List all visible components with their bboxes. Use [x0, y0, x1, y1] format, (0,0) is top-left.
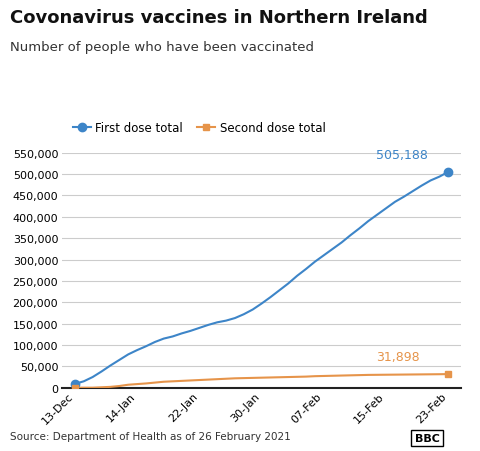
Legend: First dose total, Second dose total: First dose total, Second dose total [68, 117, 330, 139]
Text: 31,898: 31,898 [376, 350, 420, 364]
Text: Source: Department of Health as of 26 February 2021: Source: Department of Health as of 26 Fe… [10, 431, 290, 441]
Text: BBC: BBC [415, 433, 440, 443]
Text: 505,188: 505,188 [376, 149, 428, 161]
Text: Number of people who have been vaccinated: Number of people who have been vaccinate… [10, 41, 313, 54]
Text: Covonavirus vaccines in Northern Ireland: Covonavirus vaccines in Northern Ireland [10, 9, 427, 27]
